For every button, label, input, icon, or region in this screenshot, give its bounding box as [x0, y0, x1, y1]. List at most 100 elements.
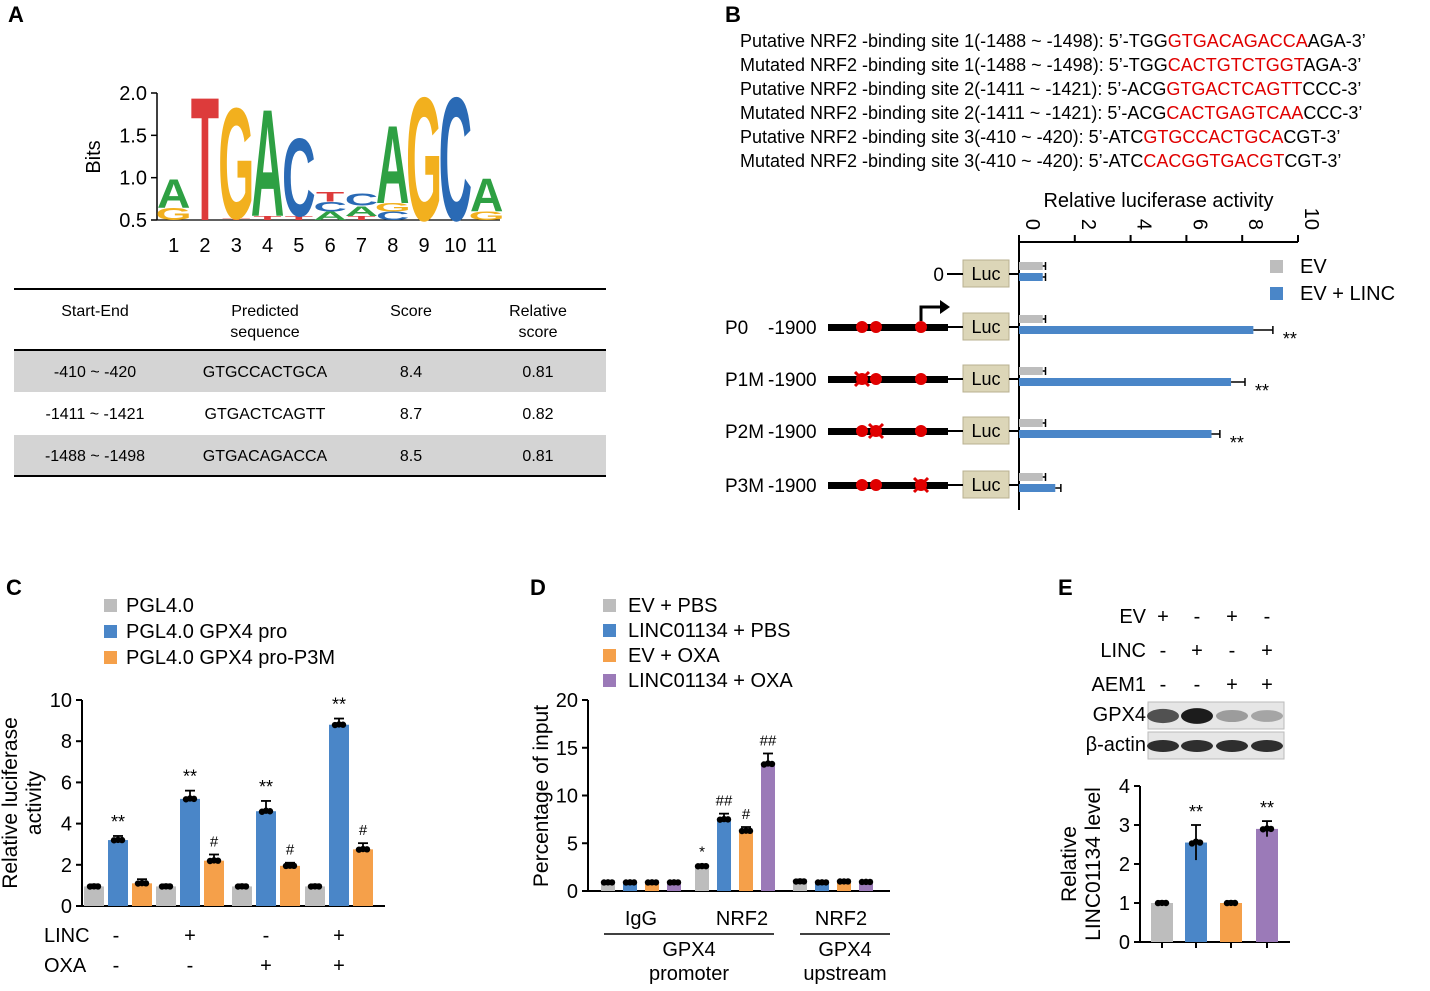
chart-c-condition-label: LINC: [44, 925, 90, 947]
gpx4-band: [1147, 708, 1179, 724]
logo-x-tick-label: 9: [418, 235, 429, 257]
site-seq-suffix: AGA-3’: [1303, 55, 1361, 75]
data-point: [190, 795, 198, 803]
data-point: [652, 879, 660, 886]
logo-letter-C: C: [376, 210, 409, 223]
chart-c-bar: [108, 840, 128, 906]
chart-c-legend-label: PGL4.0 GPX4 pro-P3M: [126, 647, 335, 669]
table-cell: -410 ~ -420: [54, 364, 136, 381]
chart-c-condition-label: OXA: [44, 955, 87, 977]
table-cell: GTGCCACTGCA: [203, 364, 328, 381]
construct-start: 0: [933, 265, 944, 286]
table-header-cell: Relative: [509, 303, 567, 320]
logo-letter-G: G: [375, 201, 411, 214]
chart-c-bar: [180, 798, 200, 906]
chart-e-condition-value: +: [1191, 640, 1203, 662]
chart-c-condition-value: +: [184, 925, 196, 947]
chart-e-y-tick-label: 2: [1119, 854, 1130, 876]
chart-e-y-label: LINC01134 level: [1082, 787, 1105, 941]
data-point: [844, 878, 852, 885]
logo-y-tick-label: 1.5: [119, 125, 147, 147]
nrf2-site: [856, 425, 868, 437]
chart-b-legend-swatch: [1270, 260, 1283, 273]
chart-b-title: Relative luciferase activity: [1043, 190, 1273, 212]
chart-d-legend-label: EV + PBS: [628, 595, 718, 617]
site-seq-suffix: CGT-3’: [1284, 151, 1341, 171]
table-cell: 8.4: [400, 364, 422, 381]
chart-d-group-label: upstream: [803, 963, 886, 985]
table-header-cell: Score: [390, 303, 432, 320]
logo-x-tick-label: 3: [231, 235, 242, 257]
chart-c-bar: [84, 886, 104, 906]
site-seq-prefix: Mutated NRF2 -binding site 1(-1488 ~ -14…: [740, 55, 1168, 75]
chart-c-significance: **: [332, 695, 346, 715]
chart-b-bar: [1019, 484, 1056, 492]
logo-letter-T: T: [222, 218, 250, 221]
logo-letter-T: T: [347, 215, 375, 222]
data-point: [1196, 839, 1204, 846]
luc-label: Luc: [971, 369, 1000, 389]
nrf2-site: [870, 321, 882, 333]
chart-c-y-tick-label: 2: [61, 855, 72, 877]
panel-letter-e: E: [1058, 575, 1073, 600]
data-point: [674, 879, 682, 886]
chart-c-y-tick-label: 8: [61, 731, 72, 753]
site-seq-prefix: Putative NRF2 -binding site 3(-410 ~ -42…: [740, 127, 1143, 147]
chart-c-significance: **: [259, 777, 273, 797]
table-cell: GTGACAGACCA: [203, 448, 328, 465]
chart-d-group-label: promoter: [649, 963, 729, 985]
chart-e-bar: [1256, 828, 1278, 942]
chart-c-bar: [204, 860, 224, 906]
chart-c-significance: #: [286, 842, 295, 859]
chart-c-bar: [329, 724, 349, 906]
data-point: [242, 883, 250, 890]
logo-x-tick-label: 4: [262, 235, 273, 257]
luc-label: Luc: [971, 475, 1000, 495]
table-row-shade: [14, 435, 606, 476]
panel-letter-d: D: [530, 575, 546, 600]
data-point: [94, 883, 102, 890]
chart-c-y-label: activity: [23, 770, 46, 835]
panel-b: Putative NRF2 -binding site 1(-1488 ~ -1…: [725, 31, 1395, 510]
data-point: [746, 827, 754, 835]
chart-d-y-tick-label: 15: [556, 738, 578, 760]
chart-d-bar: [815, 882, 829, 891]
binding-site-line: Mutated NRF2 -binding site 2(-1411 ~ -14…: [740, 103, 1362, 123]
luc-box: [962, 364, 1010, 393]
panel-letter-b: B: [725, 2, 741, 27]
blot-label: β-actin: [1086, 734, 1146, 756]
chart-e-condition-value: -: [1160, 674, 1167, 696]
chart-d-legend-swatch: [603, 674, 616, 687]
chart-b-bar: [1019, 262, 1043, 270]
site-seq-prefix: Mutated NRF2 -binding site 2(-1411 ~ -14…: [740, 103, 1166, 123]
binding-site-line: Mutated NRF2 -binding site 3(-410 ~ -420…: [740, 151, 1341, 171]
promoter-line: [828, 482, 948, 489]
panel-letter-c: C: [6, 575, 22, 600]
logo-x-tick-label: 10: [444, 235, 466, 257]
chart-b-significance: **: [1255, 381, 1269, 401]
data-point: [142, 880, 150, 887]
data-point: [768, 760, 776, 768]
data-point: [315, 883, 323, 890]
nrf2-site: [856, 479, 868, 491]
chart-b-x-tick-label: 4: [1133, 219, 1155, 230]
chart-d-group-label: GPX4: [818, 939, 871, 961]
data-point: [1162, 899, 1170, 907]
nrf2-site: [915, 425, 927, 437]
construct-name: P3M: [725, 476, 764, 497]
chart-e-condition-label: LINC: [1100, 640, 1146, 662]
chart-c-bar: [280, 865, 300, 906]
chart-e-condition-label: AEM1: [1092, 674, 1146, 696]
gpx4-band: [1216, 709, 1248, 723]
data-point: [800, 878, 808, 885]
logo-x-tick-label: 2: [199, 235, 210, 257]
tss-arrow: [919, 305, 942, 321]
site-seq-prefix: Putative NRF2 -binding site 1(-1488 ~ -1…: [740, 31, 1168, 51]
chart-c-significance: **: [183, 767, 197, 787]
chart-e-condition-value: -: [1264, 606, 1271, 628]
data-point: [214, 857, 222, 864]
site-seq-prefix: Putative NRF2 -binding site 2(-1411 ~ -1…: [740, 79, 1166, 99]
panel-e: EV + - + -LINC - + - +AEM1- - + +GPX4β-actin01234Re…: [1058, 606, 1290, 954]
chart-d-significance: ##: [716, 793, 733, 810]
table-cell: 0.81: [522, 448, 553, 465]
